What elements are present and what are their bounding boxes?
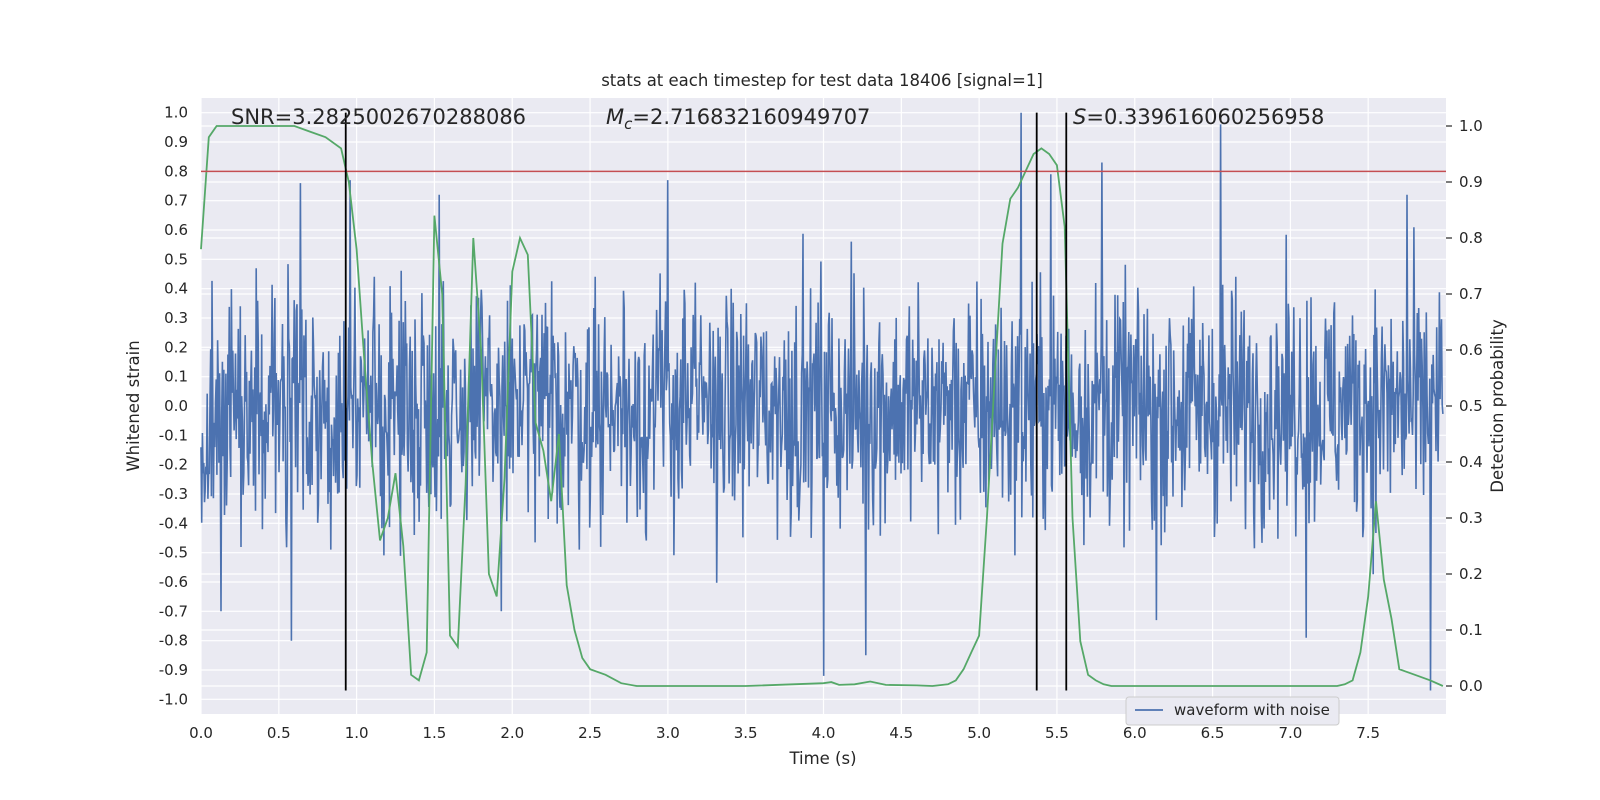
x-tick-label: 7.5 (1356, 724, 1380, 742)
x-tick-label: 3.5 (734, 724, 758, 742)
x-tick-label: 1.0 (345, 724, 369, 742)
left-tick-label: -0.5 (159, 544, 188, 562)
legend-label: waveform with noise (1174, 701, 1330, 719)
x-tick-label: 7.0 (1278, 724, 1302, 742)
right-tick-label: 0.3 (1459, 509, 1483, 527)
right-tick-label: 0.6 (1459, 341, 1483, 359)
right-axis-label: Detection probability (1488, 319, 1507, 493)
right-tick-label: 0.2 (1459, 565, 1483, 583)
left-tick-label: -0.2 (159, 456, 188, 474)
x-tick-label: 1.5 (423, 724, 447, 742)
left-tick-label: -0.9 (159, 661, 188, 679)
right-tick-label: 0.9 (1459, 173, 1483, 191)
right-tick-label: 0.1 (1459, 621, 1483, 639)
left-tick-label: 0.8 (164, 162, 188, 180)
left-tick-label: 0.2 (164, 338, 188, 356)
chirp-mass-annotation: Mc=2.716832160949707 (606, 105, 870, 133)
right-axis-ticks: 1.0 0.9 0.8 0.7 0.6 0.5 0.4 0.3 0.2 0.1 0.0 (1446, 117, 1483, 695)
left-tick-label: 0.7 (164, 192, 188, 210)
left-tick-label: -0.6 (159, 573, 188, 591)
probability-series (200, 125, 1444, 687)
left-tick-label: 0.6 (164, 221, 188, 239)
chart-title: stats at each timestep for test data 184… (601, 71, 1043, 90)
x-axis-ticks: 0.0 0.5 1.0 1.5 2.0 2.5 3.0 3.5 4.0 4.5 5.0 5.5 6.0 6… (189, 724, 1380, 742)
x-tick-label: 6.0 (1123, 724, 1147, 742)
x-tick-label: 6.5 (1201, 724, 1225, 742)
strain-waveform-line (200, 112, 1444, 691)
marker-lines (201, 112, 1446, 691)
left-tick-label: -0.8 (159, 632, 188, 650)
left-axis-label: Whitened strain (124, 340, 143, 471)
left-tick-label: 0.0 (164, 397, 188, 415)
x-tick-label: 2.0 (500, 724, 524, 742)
left-tick-label: -0.1 (159, 426, 188, 444)
snr-annotation: SNR=3.2825002670288086 (231, 105, 526, 129)
left-tick-label: -0.3 (159, 485, 188, 503)
x-tick-label: 0.0 (189, 724, 213, 742)
left-tick-label: 0.9 (164, 133, 188, 151)
chirp-mass-subscript: c (624, 115, 633, 133)
left-tick-label: -1.0 (159, 690, 188, 708)
x-tick-label: 2.5 (578, 724, 602, 742)
legend: waveform with noise (1125, 696, 1340, 726)
s-symbol: S (1073, 105, 1086, 129)
left-tick-label: 0.4 (164, 280, 188, 298)
left-tick-label: 0.1 (164, 368, 188, 386)
x-tick-label: 5.0 (967, 724, 991, 742)
left-tick-label: 0.5 (164, 250, 188, 268)
x-tick-label: 3.0 (656, 724, 680, 742)
right-tick-label: 1.0 (1459, 117, 1483, 135)
right-tick-label: 0.4 (1459, 453, 1483, 471)
left-tick-label: -0.4 (159, 514, 188, 532)
right-tick-label: 0.7 (1459, 285, 1483, 303)
chirp-mass-value: =2.716832160949707 (632, 105, 870, 129)
x-tick-label: 4.0 (812, 724, 836, 742)
strain-series (200, 112, 1444, 691)
probability-line (200, 125, 1444, 687)
left-tick-label: -0.7 (159, 602, 188, 620)
left-tick-label: 1.0 (164, 104, 188, 122)
left-axis-ticks: 1.0 0.9 0.8 0.7 0.6 0.5 0.4 0.3 0.2 0.1 0.0 -0.1 -0.… (159, 104, 188, 709)
x-tick-label: 5.5 (1045, 724, 1069, 742)
x-tick-label: 0.5 (267, 724, 291, 742)
x-axis-label: Time (s) (788, 749, 856, 768)
x-tick-label: 4.5 (889, 724, 913, 742)
right-tick-label: 0.5 (1459, 397, 1483, 415)
s-annotation: S=0.339616060256958 (1073, 105, 1324, 129)
chirp-mass-symbol: M (606, 105, 624, 129)
s-value: =0.339616060256958 (1086, 105, 1324, 129)
right-tick-label: 0.8 (1459, 229, 1483, 247)
right-tick-label: 0.0 (1459, 677, 1483, 695)
left-tick-label: 0.3 (164, 309, 188, 327)
legend-box (1125, 696, 1340, 726)
